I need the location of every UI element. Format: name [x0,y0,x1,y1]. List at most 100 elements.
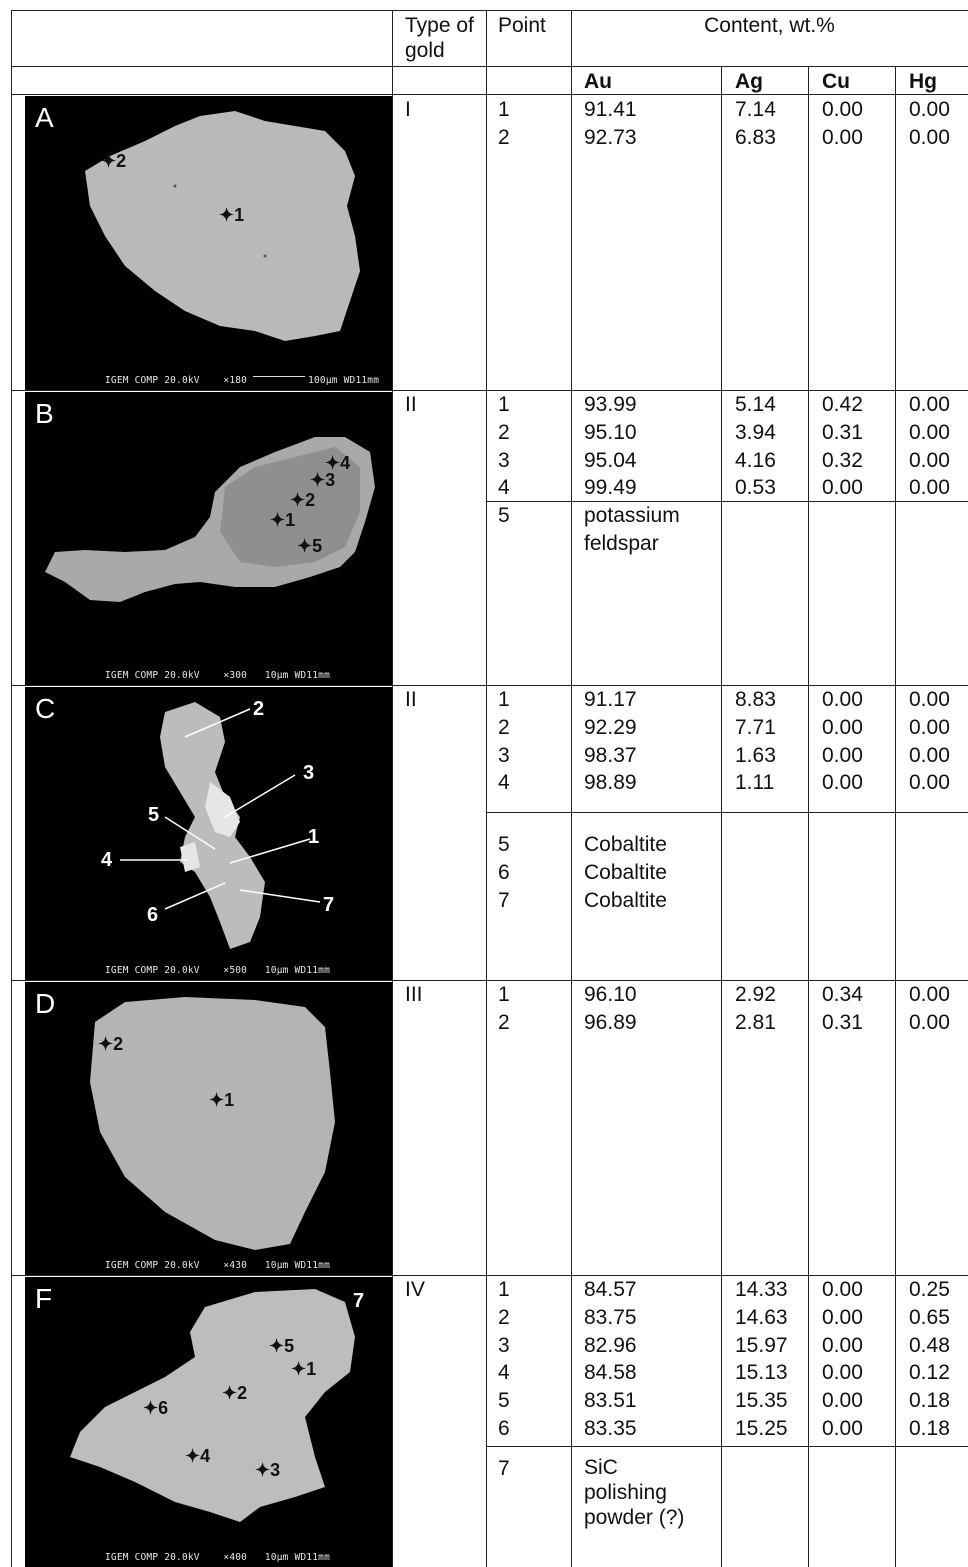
au-cell: 83.35 [584,1417,637,1440]
ag-cell: 1.11 [735,771,775,795]
ag-cell: 2.81 [735,1010,776,1034]
ag-cell: 7.71 [735,715,776,739]
panel-letter-d: D [35,988,56,1019]
note-point-cell: 5 [498,504,510,527]
point-cell: 1 [498,688,510,711]
cu-cell: 0.00 [822,743,863,767]
ag-cell: 14.63 [735,1305,788,1329]
hg-cell: 0.65 [909,1305,950,1329]
cu-column-header: Cu [822,70,850,93]
point-header: Point [498,14,546,37]
marker-f-1: ✦1 [291,1359,317,1379]
ag-cell: 15.13 [735,1361,788,1385]
marker-c-4: 4 [101,849,113,871]
au-cell: 98.89 [584,771,637,795]
au-cell: 91.41 [584,98,637,121]
au-cell: 95.10 [584,420,637,444]
ag-cell: 15.25 [735,1417,788,1440]
cu-cell: 0.00 [822,476,863,500]
marker-d-2: ✦2 [98,1034,124,1054]
cu-cell: 0.00 [822,1417,863,1440]
cu-cell: 0.42 [822,393,863,416]
marker-b-1: ✦1 [270,510,296,530]
point-cell: 2 [498,1305,510,1329]
point-cell: 1 [498,983,510,1006]
ag-column-header: Ag [735,70,763,93]
hg-cell: 0.18 [909,1417,950,1440]
type-cell-b: II [405,393,417,416]
sem-image-b: B ✦1 ✦2 ✦3 ✦4 ✦5 IGEM COMP 20.0kV ×300 1… [25,392,392,685]
cu-cell: 0.00 [822,771,863,795]
hg-cell: 0.00 [909,983,950,1006]
marker-f-3: ✦3 [255,1460,281,1480]
cu-cell: 0.32 [822,448,863,472]
marker-b-3: ✦3 [310,470,336,490]
au-cell: 84.57 [584,1278,637,1301]
type-cell-c: II [405,688,417,711]
point-cell: 4 [498,771,510,795]
point-cell: 2 [498,715,510,739]
ag-cell: 2.92 [735,983,776,1006]
note-text-cell: SiC polishing powder (?) [584,1456,685,1529]
sem-footer-d: IGEM COMP 20.0kV ×430 10μm WD11mm [105,1260,330,1271]
hg-column-header: Hg [909,70,937,93]
marker-f-6: ✦6 [143,1398,169,1418]
marker-b-5: ✦5 [297,536,323,556]
hg-cell: 0.00 [909,98,950,121]
au-cell: 99.49 [584,476,637,500]
sem-image-a: A ✦1 ✦2 IGEM COMP 20.0kV ×180 100μm WD11m… [25,96,392,390]
marker-c-5: 5 [148,804,160,826]
hg-cell: 0.00 [909,688,950,711]
cu-cell: 0.00 [822,715,863,739]
panel-letter-c: C [35,693,56,724]
marker-a-2: ✦2 [101,151,127,171]
cu-cell: 0.00 [822,1278,863,1301]
ag-cell: 4.16 [735,448,776,472]
hg-cell: 0.00 [909,771,950,795]
hg-cell: 0.12 [909,1361,950,1385]
point-cell: 3 [498,1333,510,1357]
type-cell-d: III [405,983,423,1006]
panel-letter-a: A [35,102,54,133]
hg-cell: 0.18 [909,1389,950,1413]
callout-lines-c [120,708,321,910]
note-point-cell: 7 [498,888,510,912]
hg-cell: 0.00 [909,743,950,767]
au-cell: 96.89 [584,1010,637,1034]
hg-cell: 0.48 [909,1333,950,1357]
au-cell: 83.51 [584,1389,637,1413]
hg-cell: 0.00 [909,125,950,149]
au-cell: 83.75 [584,1305,637,1329]
point-cell: 4 [498,1361,510,1385]
ag-cell: 0.53 [735,476,776,500]
sem-footer-c: IGEM COMP 20.0kV ×500 10μm WD11mm [105,965,330,976]
au-column-header: Au [584,70,612,93]
hg-cell: 0.00 [909,448,950,472]
point-cell: 3 [498,448,510,472]
ag-cell: 15.35 [735,1389,788,1413]
hg-cell: 0.00 [909,715,950,739]
cu-cell: 0.34 [822,983,863,1006]
note-text-cell: Cobaltite [584,833,667,856]
au-cell: 98.37 [584,743,637,767]
point-cell: 3 [498,743,510,767]
au-cell: 95.04 [584,448,637,472]
grain-shape-d [90,997,335,1250]
hg-cell: 0.25 [909,1278,950,1301]
point-cell: 6 [498,1417,510,1440]
content-header: Content, wt.% [704,14,835,37]
ag-cell: 3.94 [735,420,776,444]
au-cell: 84.58 [584,1361,637,1385]
point-cell: 2 [498,1010,510,1034]
note-text-cell: Cobaltite [584,860,667,884]
type-cell-f: IV [405,1278,425,1301]
point-cell: 5 [498,1389,510,1413]
au-cell: 92.73 [584,125,637,149]
type-of-gold-header: Type of gold [405,14,474,62]
au-cell: 91.17 [584,688,637,711]
ag-cell: 8.83 [735,688,776,711]
point-cell: 2 [498,420,510,444]
ag-cell: 1.63 [735,743,776,767]
ag-cell: 7.14 [735,98,776,121]
marker-d-1: ✦1 [209,1090,235,1110]
